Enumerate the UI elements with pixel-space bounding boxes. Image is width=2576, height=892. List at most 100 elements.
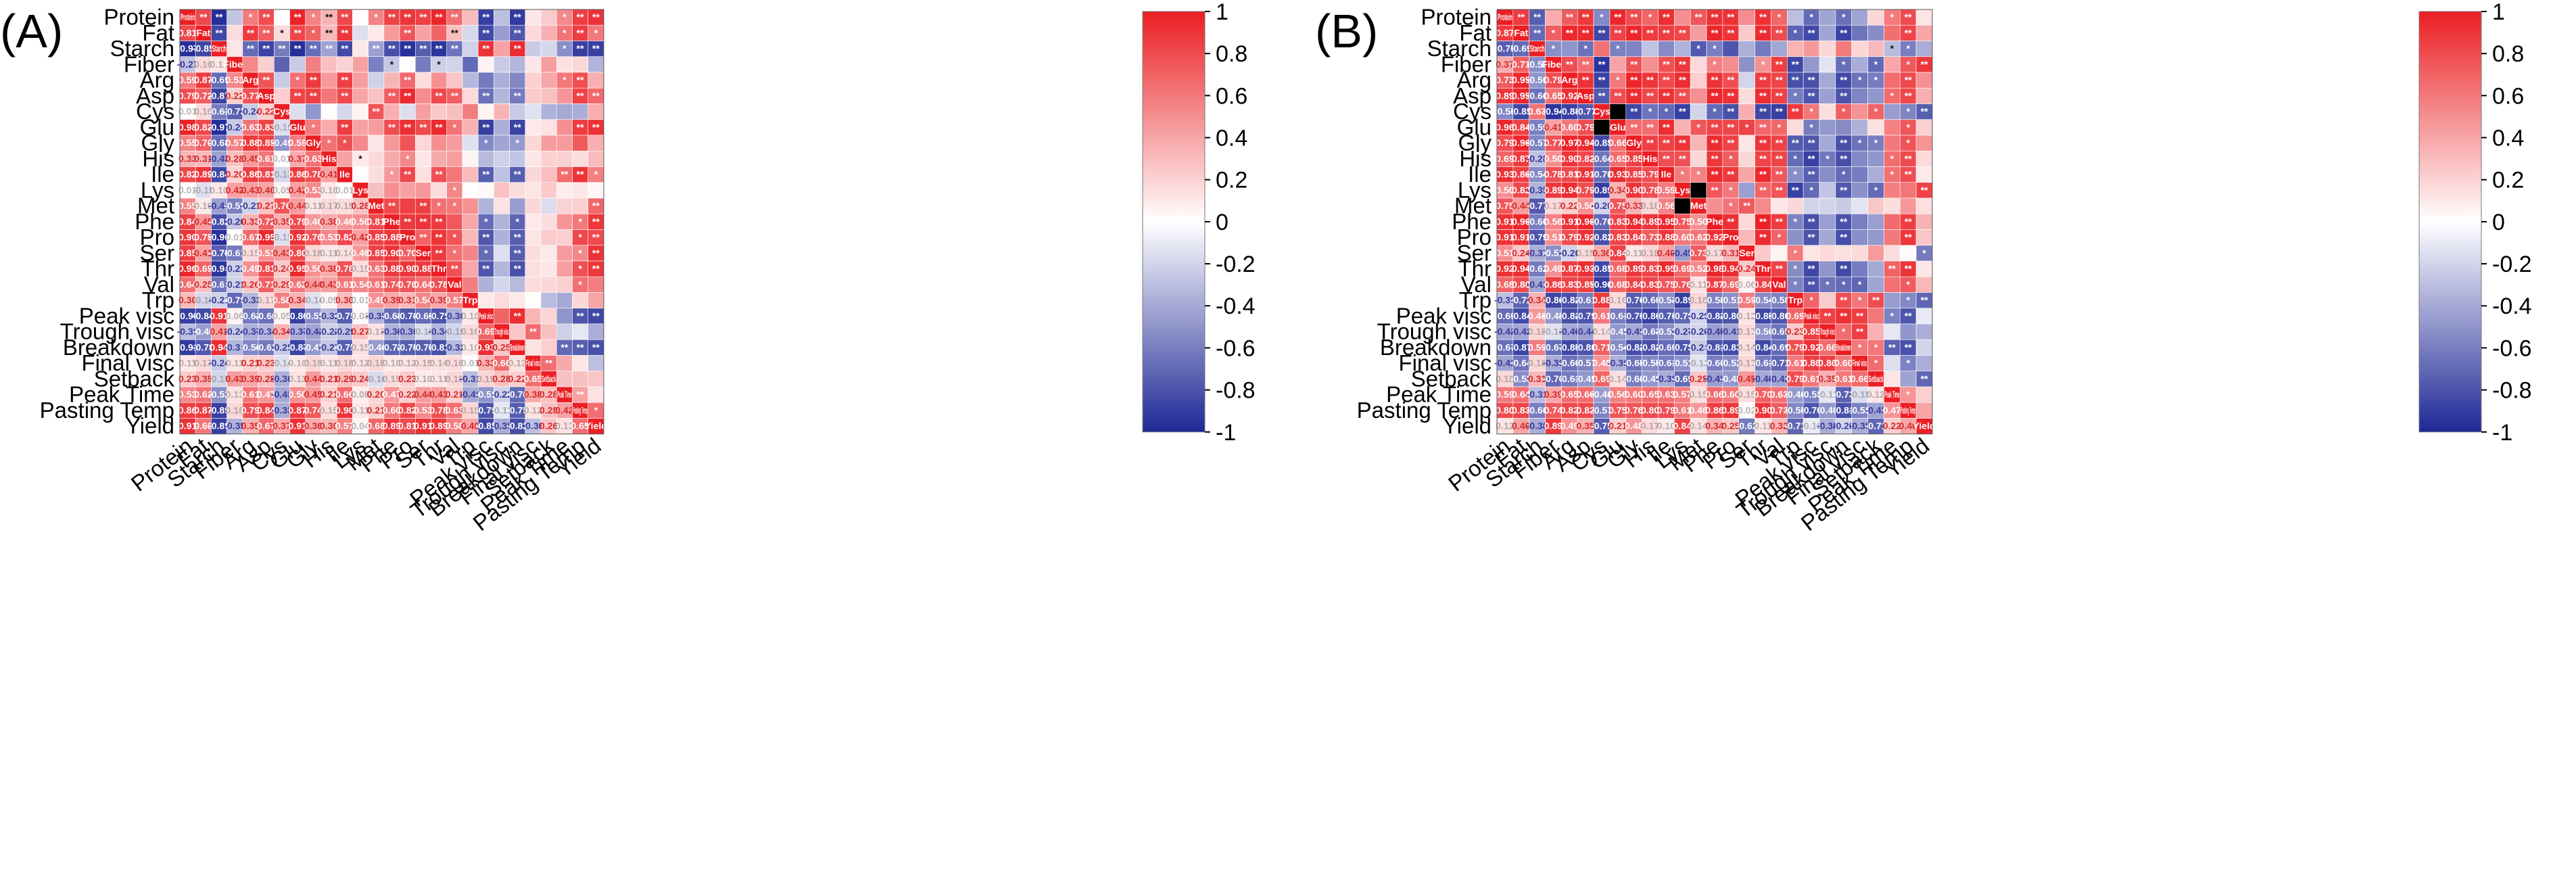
diagonal-label: Cys (273, 106, 291, 117)
heatmap-cell (477, 182, 494, 199)
significance-mark: ** (1566, 11, 1573, 22)
correlation-value: 0.65 (524, 373, 542, 384)
heatmap-cell (1884, 135, 1901, 151)
heatmap-cell (509, 197, 526, 214)
heatmap-cell (258, 56, 275, 73)
significance-mark: ** (1646, 90, 1654, 101)
significance-mark: ** (1775, 106, 1783, 117)
significance-mark: ** (404, 43, 411, 54)
significance-mark: * (1793, 263, 1797, 274)
heatmap-cell (540, 339, 557, 356)
significance-mark: * (1616, 43, 1620, 54)
correlation-value: 0.88 (383, 232, 401, 243)
significance-mark: ** (451, 263, 458, 274)
significance-mark: * (1809, 106, 1813, 117)
heatmap-cell (399, 182, 416, 199)
heatmap-cell (1738, 41, 1755, 57)
significance-mark: ** (373, 106, 380, 117)
correlation-value: 0.82 (178, 169, 197, 180)
heatmap-cell (462, 72, 479, 89)
significance-mark: ** (1566, 59, 1573, 70)
heatmap-cell (352, 87, 368, 104)
heatmap-cell (274, 9, 290, 26)
heatmap-cell (556, 197, 573, 214)
correlation-value: -0.96 (208, 232, 230, 243)
significance-mark: * (1616, 74, 1620, 85)
significance-mark: * (1696, 169, 1700, 180)
heatmap-cell (431, 24, 448, 41)
correlation-value: 0.88 (414, 263, 432, 274)
significance-mark: ** (1775, 90, 1783, 101)
correlation-value: 0.75 (194, 232, 212, 243)
heatmap-cell (1819, 103, 1836, 120)
heatmap-cell (525, 213, 542, 230)
heatmap-cell (588, 72, 604, 89)
significance-mark: ** (216, 11, 223, 22)
correlation-value: -0.18 (193, 295, 214, 306)
correlation-value: -0.61 (208, 106, 230, 117)
diagonal-label: Pasting Temp (1901, 404, 1915, 415)
significance-mark: ** (435, 11, 443, 22)
significance-mark: ** (1792, 74, 1799, 85)
significance-mark: ** (1775, 137, 1783, 148)
correlation-value: 0.10 (461, 310, 479, 321)
heatmap-cell (383, 150, 400, 167)
significance-mark: ** (1888, 342, 1896, 352)
significance-mark: ** (1727, 106, 1734, 117)
heatmap-cell (1884, 292, 1901, 309)
significance-mark: ** (1582, 27, 1590, 38)
heatmap-cell (1867, 260, 1884, 277)
heatmap-cell (1738, 87, 1755, 104)
correlation-value: 0.43 (241, 185, 260, 195)
significance-mark: * (1906, 43, 1910, 54)
diagonal-label: Breakdown (510, 342, 525, 352)
correlation-value: 0.84 (1754, 279, 1772, 289)
heatmap-cell (494, 135, 510, 151)
heatmap-cell (525, 103, 542, 120)
significance-mark: * (1842, 326, 1846, 337)
heatmap-cell (556, 260, 573, 277)
significance-mark: ** (529, 326, 537, 337)
heatmap-cell (1755, 41, 1771, 57)
significance-mark: ** (1759, 90, 1767, 101)
significance-mark: ** (373, 43, 380, 54)
heatmap-cell (509, 276, 526, 293)
heatmap-cell (1787, 41, 1804, 57)
colorbar-tick-label: -0.6 (2492, 335, 2532, 361)
correlation-value: 0.98 (178, 122, 197, 133)
significance-mark: * (1906, 358, 1910, 369)
heatmap-cell (462, 245, 479, 262)
correlation-value: 0.33 (241, 216, 260, 227)
correlation-value: 0.42 (226, 185, 244, 195)
correlation-value: -0.85 (193, 43, 214, 54)
significance-mark: * (390, 169, 394, 180)
significance-mark: * (453, 122, 457, 133)
significance-mark: * (578, 263, 582, 274)
significance-mark: ** (1614, 11, 1621, 22)
heatmap-cell (525, 308, 542, 325)
correlation-value: 0.22 (226, 90, 244, 101)
heatmap-cell (556, 292, 573, 309)
correlation-value: 0.31 (194, 153, 212, 164)
correlation-value: 0.56 (1657, 200, 1675, 211)
heatmap-cell (352, 135, 368, 151)
correlation-value: 0.59 (178, 74, 197, 85)
heatmap-cell (1915, 166, 1933, 183)
correlation-value: 0.81 (257, 169, 275, 180)
correlation-value: 0.69 (194, 263, 212, 274)
heatmap-cell (494, 41, 510, 57)
significance-mark: ** (482, 169, 490, 180)
heatmap-cell (1915, 41, 1933, 57)
significance-mark: * (312, 11, 316, 22)
significance-mark: ** (592, 90, 600, 101)
correlation-value: 0.91 (210, 310, 228, 321)
significance-mark: * (594, 27, 598, 38)
significance-mark: ** (514, 169, 521, 180)
heatmap-cell (1819, 213, 1836, 230)
heatmap-cell (540, 166, 557, 183)
heatmap-cell (1884, 355, 1901, 372)
heatmap-cell (446, 135, 463, 151)
heatmap-cell (1851, 197, 1868, 214)
heatmap-cell (1915, 87, 1933, 104)
heatmap-cell (1609, 103, 1627, 120)
